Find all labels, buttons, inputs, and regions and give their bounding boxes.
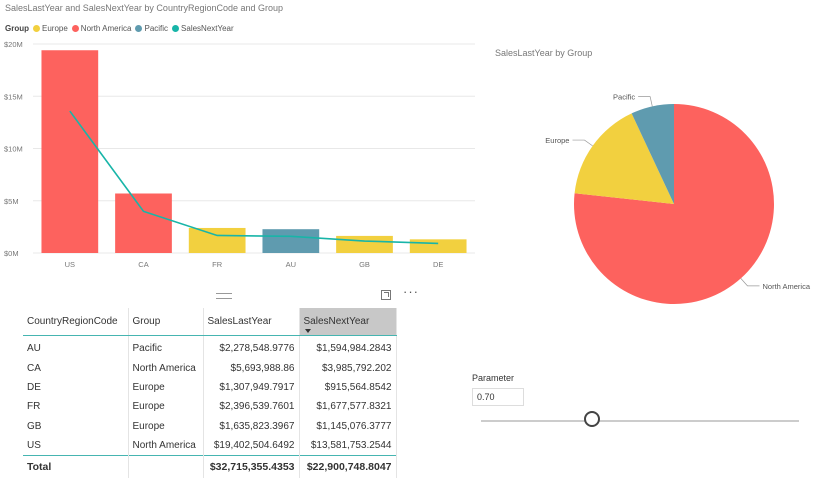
legend-dot-icon bbox=[135, 24, 143, 32]
parameter-input[interactable] bbox=[472, 388, 524, 406]
data-table: CountryRegionCode Group SalesLastYear Sa… bbox=[23, 308, 397, 479]
total-label: Total bbox=[23, 455, 129, 479]
cell-group: North America bbox=[128, 358, 204, 378]
cell-country: FR bbox=[23, 397, 129, 417]
table-row[interactable]: CA North America $5,693,988.86 $3,985,79… bbox=[23, 358, 397, 378]
x-tick-label: DE bbox=[433, 260, 443, 269]
legend-label: Pacific bbox=[144, 23, 169, 33]
pie-chart-title: SalesLastYear by Group bbox=[495, 48, 593, 58]
legend-label: SalesNextYear bbox=[181, 23, 234, 33]
y-tick-label: $20M bbox=[4, 40, 23, 49]
parameter-slider-thumb[interactable] bbox=[584, 411, 601, 427]
chart-legend: Group Europe North America Pacific Sales… bbox=[5, 22, 238, 34]
pie-slice-label: Europe bbox=[545, 136, 569, 145]
column-header-group[interactable]: Group bbox=[128, 308, 204, 336]
total-saleslastyear: $32,715,355.4353 bbox=[203, 455, 300, 479]
y-tick-label: $15M bbox=[4, 92, 23, 101]
column-header-saleslastyear[interactable]: SalesLastYear bbox=[203, 308, 300, 336]
total-group bbox=[128, 455, 204, 479]
bar-de[interactable] bbox=[409, 239, 467, 253]
pie-slice-label: Pacific bbox=[613, 93, 635, 102]
focus-mode-icon[interactable] bbox=[381, 290, 391, 300]
y-tick-label: $10M bbox=[4, 145, 23, 154]
cell-country: CA bbox=[23, 358, 129, 378]
cell-salesnextyear: $3,985,792.202 bbox=[299, 358, 397, 378]
legend-label: Europe bbox=[42, 23, 68, 33]
visual-header: ··· bbox=[20, 284, 426, 308]
cell-salesnextyear: $1,677,577.8321 bbox=[299, 397, 397, 417]
column-header-countryregioncode[interactable]: CountryRegionCode bbox=[23, 308, 129, 336]
table-visual: ··· CountryRegionCode Group SalesLastYea… bbox=[20, 284, 426, 480]
column-header-salesnextyear[interactable]: SalesNextYear bbox=[299, 308, 397, 336]
y-tick-label: $5M bbox=[4, 197, 19, 206]
cell-salesnextyear: $1,594,984.2843 bbox=[299, 335, 397, 359]
legend-item-pacific[interactable]: Pacific bbox=[135, 24, 168, 33]
cell-salesnextyear: $915,564.8542 bbox=[299, 377, 397, 398]
parameter-label: Parameter bbox=[472, 373, 515, 383]
cell-group: Europe bbox=[128, 377, 204, 398]
drag-handle-icon[interactable] bbox=[216, 293, 232, 299]
cell-salesnextyear: $13,581,753.2544 bbox=[299, 435, 397, 456]
combo-chart-title: SalesLastYear and SalesNextYear by Count… bbox=[5, 3, 284, 13]
x-tick-label: GB bbox=[359, 260, 370, 269]
legend-item-europe[interactable]: Europe bbox=[33, 24, 68, 33]
cell-saleslastyear: $1,635,823.3967 bbox=[203, 416, 300, 436]
cell-group: Pacific bbox=[128, 335, 204, 359]
cell-group: North America bbox=[128, 435, 204, 456]
table-row[interactable]: GB Europe $1,635,823.3967 $1,145,076.377… bbox=[23, 416, 397, 436]
legend-dot-icon bbox=[71, 24, 79, 32]
salesnextyear-line[interactable] bbox=[69, 110, 439, 245]
cell-country: DE bbox=[23, 377, 129, 398]
y-tick-label: $0M bbox=[4, 249, 19, 258]
legend-label: North America bbox=[80, 23, 132, 33]
bar-gb[interactable] bbox=[336, 235, 393, 253]
combo-chart[interactable]: $0M $5M $10M $15M $20M US CA FR AU GB DE bbox=[0, 40, 480, 275]
x-tick-label: FR bbox=[212, 260, 223, 269]
cell-salesnextyear: $1,145,076.3777 bbox=[299, 416, 397, 436]
bar-fr[interactable] bbox=[188, 227, 246, 253]
bar-ca[interactable] bbox=[115, 193, 172, 253]
table-header-row: CountryRegionCode Group SalesLastYear Sa… bbox=[23, 308, 397, 336]
bar-us[interactable] bbox=[41, 50, 99, 253]
table-row[interactable]: US North America $19,402,504.6492 $13,58… bbox=[23, 435, 397, 456]
x-tick-label: CA bbox=[138, 260, 148, 269]
x-tick-label: US bbox=[65, 260, 75, 269]
table-total-row: Total $32,715,355.4353 $22,900,748.8047 bbox=[23, 455, 397, 479]
legend-dot-icon bbox=[172, 24, 180, 32]
x-tick-label: AU bbox=[286, 260, 296, 269]
pie-chart[interactable]: North America Europe Pacific bbox=[530, 80, 833, 320]
parameter-slider-track[interactable] bbox=[481, 420, 799, 422]
pie-slice-europe[interactable] bbox=[574, 113, 674, 204]
cell-saleslastyear: $2,396,539.7601 bbox=[203, 397, 300, 417]
legend-item-salesnextyear[interactable]: SalesNextYear bbox=[172, 24, 234, 33]
table-row[interactable]: FR Europe $2,396,539.7601 $1,677,577.832… bbox=[23, 397, 397, 417]
bar-au[interactable] bbox=[262, 229, 320, 253]
column-header-label: SalesNextYear bbox=[303, 316, 370, 327]
cell-saleslastyear: $5,693,988.86 bbox=[203, 358, 300, 378]
total-salesnextyear: $22,900,748.8047 bbox=[299, 455, 397, 479]
pie-leader-line bbox=[638, 96, 653, 107]
cell-country: US bbox=[23, 435, 129, 456]
more-options-icon[interactable]: ··· bbox=[403, 284, 419, 299]
cell-country: GB bbox=[23, 416, 129, 436]
pie-leader-line bbox=[572, 139, 593, 147]
cell-saleslastyear: $19,402,504.6492 bbox=[203, 435, 300, 456]
table-row[interactable]: DE Europe $1,307,949.7917 $915,564.8542 bbox=[23, 377, 397, 398]
table-row[interactable]: AU Pacific $2,278,548.9776 $1,594,984.28… bbox=[23, 335, 397, 359]
sort-descending-icon bbox=[304, 329, 311, 333]
cell-saleslastyear: $1,307,949.7917 bbox=[203, 377, 300, 398]
cell-group: Europe bbox=[128, 397, 204, 417]
cell-saleslastyear: $2,278,548.9776 bbox=[203, 335, 300, 359]
legend-item-north-america[interactable]: North America bbox=[71, 23, 132, 33]
cell-country: AU bbox=[23, 335, 129, 359]
cell-group: Europe bbox=[128, 416, 204, 436]
legend-title: Group bbox=[5, 23, 29, 33]
legend-dot-icon bbox=[33, 24, 40, 32]
pie-slice-pacific[interactable] bbox=[631, 104, 674, 204]
pie-slice-label: North America bbox=[762, 282, 810, 291]
pie-leader-line bbox=[740, 278, 760, 287]
